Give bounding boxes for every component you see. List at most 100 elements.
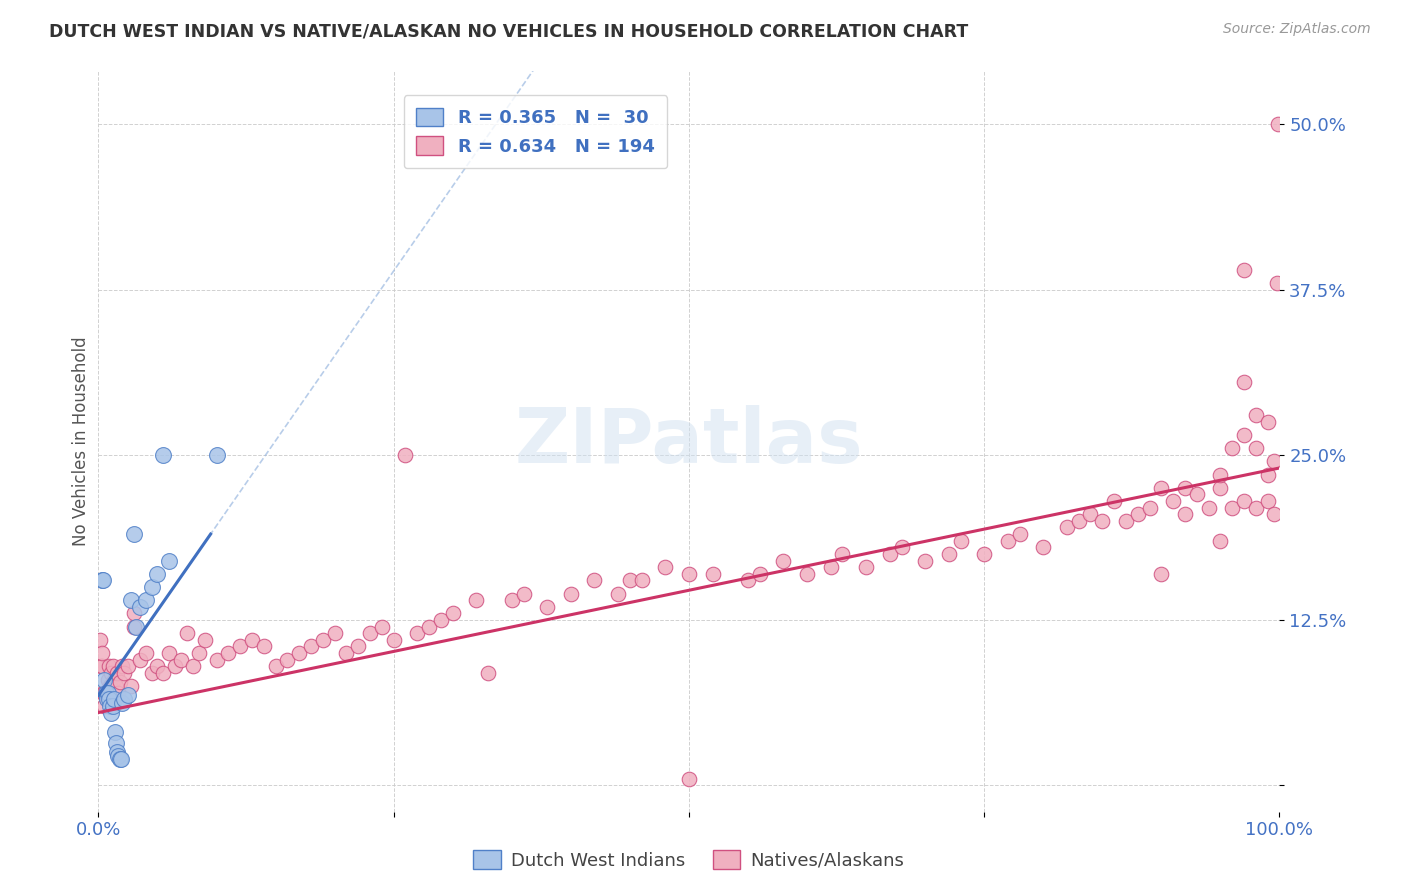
Point [117,659,139,673]
Point [619,574,641,588]
Point [1257,415,1279,429]
Point [121,593,143,607]
Point [1126,508,1149,522]
Point [335,646,357,660]
Point [1174,481,1197,495]
Point [1150,566,1173,581]
Point [103,673,125,687]
Point [394,448,416,462]
Point [1265,276,1288,290]
Point [217,646,239,660]
Point [98,679,121,693]
Point [1220,441,1243,455]
Point [1233,428,1256,442]
Point [371,620,394,634]
Point [418,620,440,634]
Point [117,689,139,703]
Point [1257,494,1279,508]
Point [91,659,114,673]
Point [107,749,129,764]
Point [240,632,263,647]
Point [1067,514,1090,528]
Point [229,640,252,654]
Point [831,547,853,561]
Point [512,586,534,600]
Point [100,665,122,680]
Legend: Dutch West Indians, Natives/Alaskans: Dutch West Indians, Natives/Alaskans [467,843,911,877]
Point [205,653,228,667]
Point [630,574,652,588]
Point [1209,467,1232,482]
Point [98,692,121,706]
Point [501,593,523,607]
Point [108,752,131,766]
Point [678,566,700,581]
Point [91,646,114,660]
Point [128,599,150,614]
Point [1220,500,1243,515]
Point [104,725,127,739]
Point [97,673,120,687]
Point [1161,494,1184,508]
Point [128,653,150,667]
Text: ZIPatlas: ZIPatlas [515,405,863,478]
Point [157,553,180,567]
Point [122,607,145,621]
Point [1008,527,1031,541]
Point [1233,375,1256,389]
Point [299,640,322,654]
Point [1244,441,1267,455]
Point [93,686,115,700]
Point [820,560,842,574]
Point [1174,508,1197,522]
Point [1056,520,1078,534]
Point [93,673,115,687]
Point [288,646,311,660]
Point [187,646,209,660]
Point [105,665,128,680]
Point [312,632,335,647]
Point [1233,494,1256,508]
Point [105,745,128,759]
Point [91,574,114,588]
Point [97,686,120,700]
Point [91,574,114,588]
Point [181,659,204,673]
Point [654,560,676,574]
Point [1244,408,1267,422]
Point [702,566,724,581]
Point [100,706,122,720]
Point [1263,454,1285,468]
Point [1091,514,1114,528]
Point [879,547,901,561]
Point [890,541,912,555]
Point [1257,467,1279,482]
Point [430,613,453,627]
Point [125,620,148,634]
Point [914,553,936,567]
Point [1185,487,1208,501]
Point [98,659,121,673]
Point [1150,481,1173,495]
Point [748,566,770,581]
Point [1267,117,1289,131]
Point [1198,500,1220,515]
Point [194,632,217,647]
Point [583,574,606,588]
Point [347,640,370,654]
Y-axis label: No Vehicles in Household: No Vehicles in Household [72,336,90,547]
Point [135,593,157,607]
Point [1209,533,1232,548]
Point [165,659,187,673]
Point [94,686,117,700]
Point [359,626,381,640]
Point [141,580,163,594]
Point [1233,262,1256,277]
Point [110,752,132,766]
Point [1080,508,1102,522]
Point [105,679,128,693]
Point [112,692,135,706]
Point [141,665,163,680]
Point [1139,500,1161,515]
Text: Source: ZipAtlas.com: Source: ZipAtlas.com [1223,22,1371,37]
